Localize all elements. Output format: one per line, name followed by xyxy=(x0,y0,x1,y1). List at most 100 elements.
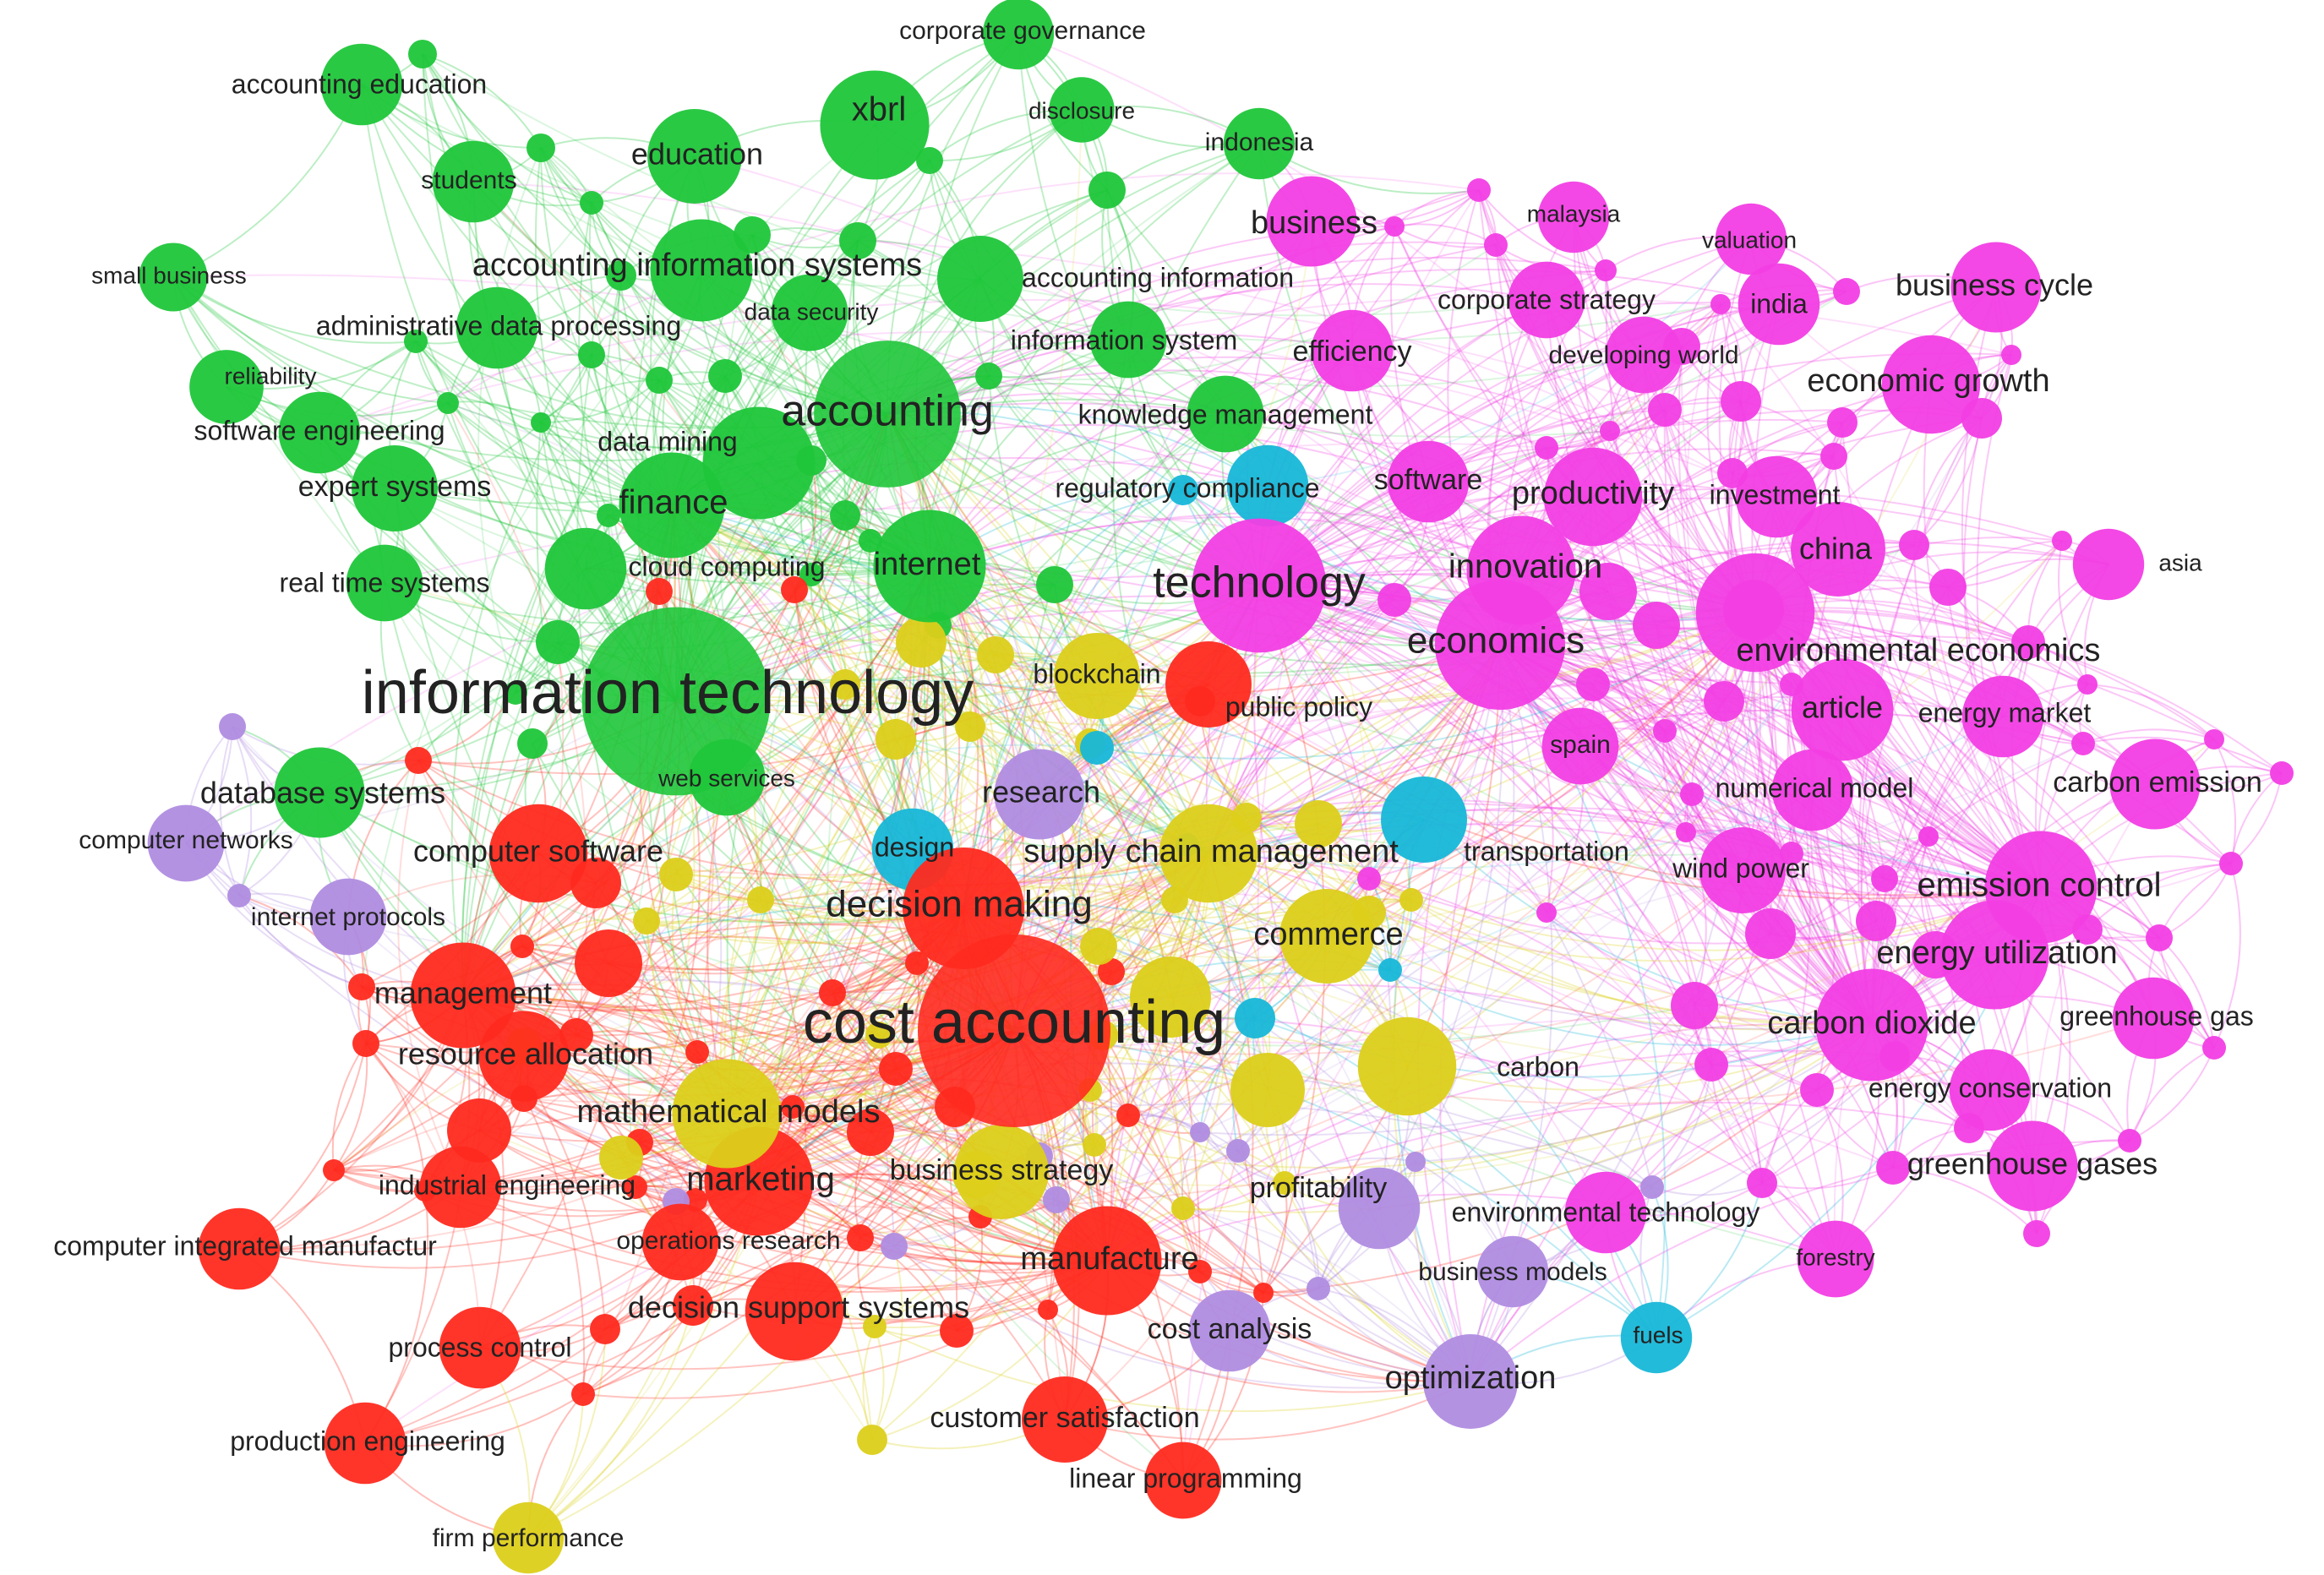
node-label-research[interactable]: research xyxy=(982,775,1100,809)
node-bubble[interactable] xyxy=(599,1136,643,1180)
node-bubble[interactable] xyxy=(1381,777,1467,863)
node-bubble[interactable] xyxy=(659,858,693,891)
node-bubble[interactable] xyxy=(346,544,423,622)
node-bubble[interactable] xyxy=(918,935,1110,1127)
node-bubble[interactable] xyxy=(1273,1171,1296,1195)
node-bubble[interactable] xyxy=(702,406,816,520)
node-bubble[interactable] xyxy=(2118,1129,2141,1153)
node-bubble[interactable] xyxy=(685,1040,709,1064)
node-bubble[interactable] xyxy=(839,222,876,259)
node-bubble[interactable] xyxy=(2077,674,2098,695)
node-bubble[interactable] xyxy=(405,747,432,774)
node-bubble[interactable] xyxy=(781,576,808,603)
node-bubble[interactable] xyxy=(673,1285,713,1326)
node-label-manufacture[interactable]: manufacture xyxy=(1020,1241,1198,1277)
node-label-resource-allocation[interactable]: resource allocation xyxy=(398,1037,653,1071)
node-bubble[interactable] xyxy=(1791,658,1894,761)
node-label-accounting-information[interactable]: accounting information xyxy=(1022,262,1294,292)
node-bubble[interactable] xyxy=(1476,1235,1549,1308)
node-bubble[interactable] xyxy=(590,1314,620,1344)
node-label-energy-market[interactable]: energy market xyxy=(1918,697,2092,728)
node-label-greenhouse-gas[interactable]: greenhouse gas xyxy=(2059,1000,2254,1031)
node-bubble[interactable] xyxy=(873,510,986,623)
node-bubble[interactable] xyxy=(478,1011,570,1102)
node-bubble[interactable] xyxy=(1192,518,1327,653)
node-bubble[interactable] xyxy=(647,109,742,204)
node-bubble[interactable] xyxy=(2204,729,2224,749)
node-bubble[interactable] xyxy=(1226,1139,1250,1163)
node-label-cloud-computing[interactable]: cloud computing xyxy=(628,551,825,581)
node-bubble[interactable] xyxy=(147,804,225,882)
node-label-internet-protocols[interactable]: internet protocols xyxy=(251,903,445,931)
node-bubble[interactable] xyxy=(1338,1167,1421,1250)
node-bubble[interactable] xyxy=(1771,749,1854,831)
node-label-indonesia[interactable]: indonesia xyxy=(1205,128,1314,156)
node-bubble[interactable] xyxy=(2071,732,2095,755)
node-bubble[interactable] xyxy=(1595,259,1617,281)
node-label-data-security[interactable]: data security xyxy=(745,298,879,324)
node-bubble[interactable] xyxy=(606,260,636,291)
node-bubble[interactable] xyxy=(879,1052,913,1086)
node-label-carbon-emission[interactable]: carbon emission xyxy=(2053,766,2262,798)
node-bubble[interactable] xyxy=(646,578,673,605)
node-bubble[interactable] xyxy=(1605,316,1683,394)
node-bubble[interactable] xyxy=(708,359,742,393)
node-bubble[interactable] xyxy=(1405,1152,1426,1172)
node-bubble[interactable] xyxy=(1648,393,1682,427)
node-label-technology[interactable]: technology xyxy=(1153,559,1366,608)
node-bubble[interactable] xyxy=(581,607,771,796)
node-label-marketing[interactable]: marketing xyxy=(686,1161,835,1198)
node-label-internet[interactable]: internet xyxy=(874,547,981,582)
node-label-information-system[interactable]: information system xyxy=(1011,324,1238,355)
node-bubble[interactable] xyxy=(859,529,882,553)
node-bubble[interactable] xyxy=(1049,77,1115,143)
node-bubble[interactable] xyxy=(1541,707,1619,785)
node-bubble[interactable] xyxy=(227,884,251,907)
node-label-profitability[interactable]: profitability xyxy=(1250,1172,1388,1204)
node-label-decision-making[interactable]: decision making xyxy=(826,884,1093,925)
node-bubble[interactable] xyxy=(1022,1376,1108,1463)
node-bubble[interactable] xyxy=(1188,1289,1271,1372)
node-bubble[interactable] xyxy=(278,391,361,474)
node-bubble[interactable] xyxy=(819,979,846,1006)
node-bubble[interactable] xyxy=(517,728,548,759)
node-label-accounting-education[interactable]: accounting education xyxy=(232,68,487,99)
node-label-forestry[interactable]: forestry xyxy=(1796,1244,1874,1270)
node-bubble[interactable] xyxy=(1467,178,1491,202)
node-bubble[interactable] xyxy=(531,412,551,433)
node-bubble[interactable] xyxy=(1399,888,1423,912)
node-label-innovation[interactable]: innovation xyxy=(1448,548,1602,586)
node-bubble[interactable] xyxy=(1881,335,1981,434)
node-bubble[interactable] xyxy=(1307,1277,1330,1300)
node-bubble[interactable] xyxy=(881,1233,908,1260)
node-bubble[interactable] xyxy=(633,907,660,935)
node-bubble[interactable] xyxy=(1508,261,1585,339)
node-label-industrial-engineering[interactable]: industrial engineering xyxy=(379,1169,636,1200)
node-bubble[interactable] xyxy=(2270,761,2294,785)
node-bubble[interactable] xyxy=(1384,216,1405,237)
node-bubble[interactable] xyxy=(847,1224,874,1251)
node-bubble[interactable] xyxy=(830,500,860,531)
node-label-production-engineering[interactable]: production engineering xyxy=(230,1425,505,1456)
node-bubble[interactable] xyxy=(1745,908,1796,959)
node-bubble[interactable] xyxy=(1710,294,1731,314)
node-bubble[interactable] xyxy=(575,929,642,997)
node-bubble[interactable] xyxy=(189,350,264,424)
node-bubble[interactable] xyxy=(1484,233,1508,257)
node-label-article[interactable]: article xyxy=(1802,690,1883,725)
node-bubble[interactable] xyxy=(619,452,725,559)
node-bubble[interactable] xyxy=(1144,1441,1222,1519)
node-bubble[interactable] xyxy=(1699,827,1786,913)
node-bubble[interactable] xyxy=(2052,531,2072,551)
node-label-carbon[interactable]: carbon xyxy=(1497,1051,1579,1082)
node-bubble[interactable] xyxy=(2146,924,2173,951)
node-label-accounting-information-systems[interactable]: accounting information systems xyxy=(472,248,922,283)
node-bubble[interactable] xyxy=(1640,1175,1664,1199)
node-bubble[interactable] xyxy=(2202,1036,2226,1060)
node-bubble[interactable] xyxy=(504,681,527,705)
node-label-economic-growth[interactable]: economic growth xyxy=(1807,363,2049,399)
node-bubble[interactable] xyxy=(1043,1186,1070,1213)
node-bubble[interactable] xyxy=(1187,375,1264,453)
node-label-productivity[interactable]: productivity xyxy=(1512,476,1674,511)
node-label-investment[interactable]: investment xyxy=(1710,479,1841,510)
